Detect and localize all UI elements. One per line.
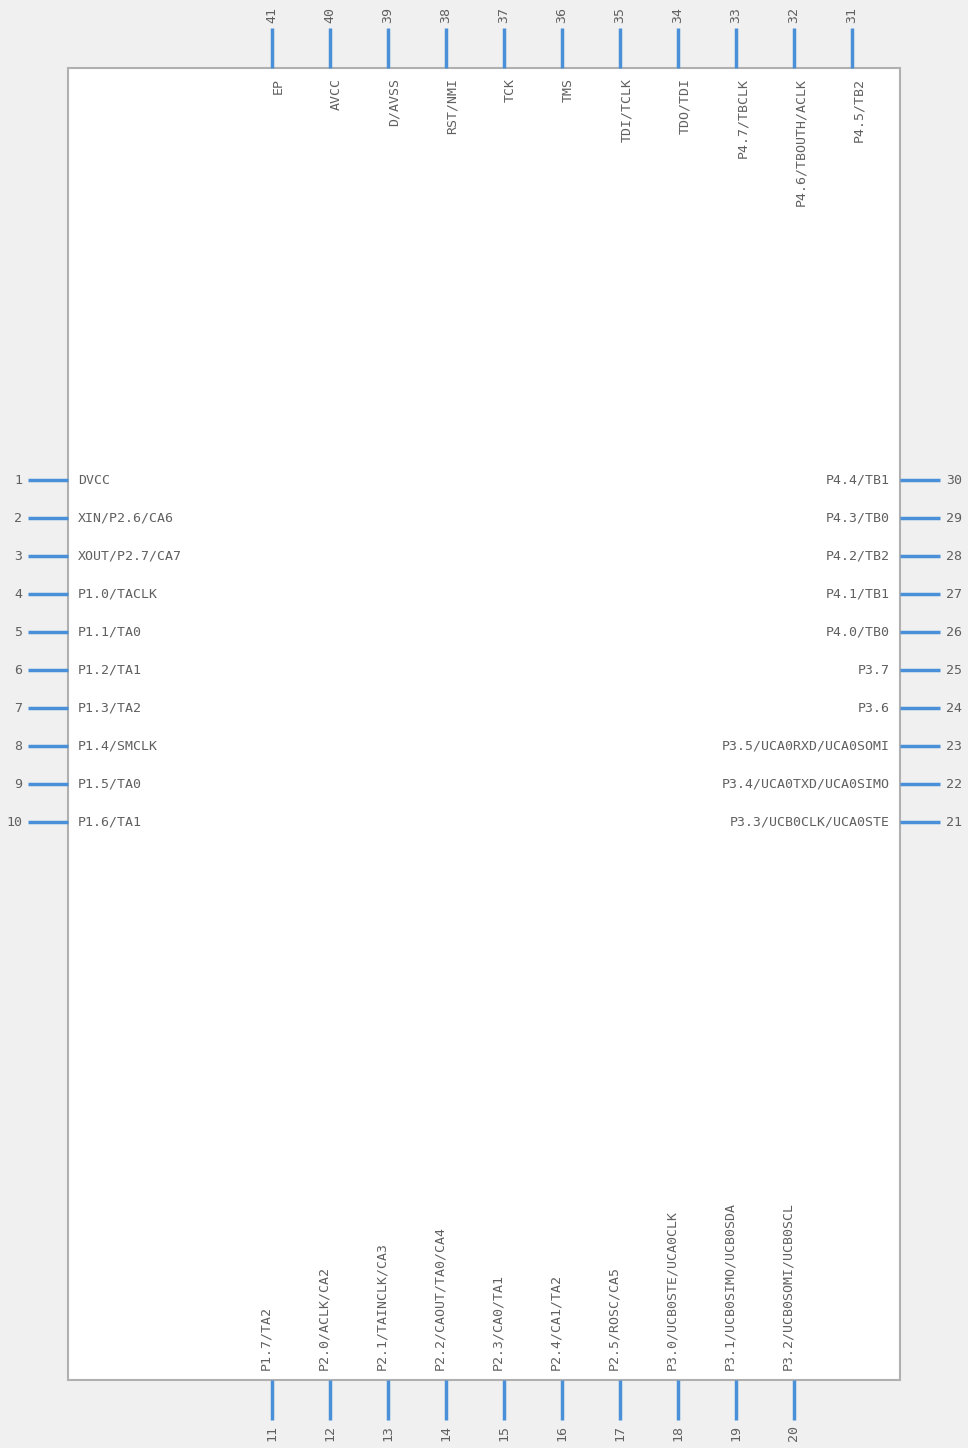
Text: P4.7/TBCLK: P4.7/TBCLK <box>736 78 749 158</box>
Text: 8: 8 <box>14 740 22 753</box>
Text: 35: 35 <box>614 7 626 23</box>
Text: 20: 20 <box>788 1425 801 1441</box>
Text: P3.0/UCB0STE/UCA0CLK: P3.0/UCB0STE/UCA0CLK <box>665 1211 678 1370</box>
Text: 22: 22 <box>946 778 962 791</box>
Text: 15: 15 <box>498 1425 510 1441</box>
Text: 5: 5 <box>14 626 22 639</box>
Text: 2: 2 <box>14 511 22 524</box>
Text: 14: 14 <box>439 1425 452 1441</box>
Text: P3.2/UCB0SOMI/UCB0SCL: P3.2/UCB0SOMI/UCB0SCL <box>781 1202 794 1370</box>
Text: 37: 37 <box>498 7 510 23</box>
Text: P1.0/TACLK: P1.0/TACLK <box>78 588 158 601</box>
Text: 17: 17 <box>614 1425 626 1441</box>
Text: P1.7/TA2: P1.7/TA2 <box>259 1306 272 1370</box>
Text: P4.2/TB2: P4.2/TB2 <box>826 549 890 562</box>
Bar <box>68 68 900 1380</box>
Text: P4.4/TB1: P4.4/TB1 <box>826 473 890 487</box>
Text: P3.3/UCB0CLK/UCA0STE: P3.3/UCB0CLK/UCA0STE <box>730 815 890 828</box>
Text: XIN/P2.6/CA6: XIN/P2.6/CA6 <box>78 511 174 524</box>
Text: P1.3/TA2: P1.3/TA2 <box>78 701 142 714</box>
Text: TCK: TCK <box>504 78 517 101</box>
Text: 9: 9 <box>14 778 22 791</box>
Text: P3.4/UCA0TXD/UCA0SIMO: P3.4/UCA0TXD/UCA0SIMO <box>722 778 890 791</box>
Text: RST/NMI: RST/NMI <box>446 78 459 135</box>
Text: 21: 21 <box>946 815 962 828</box>
Text: P1.1/TA0: P1.1/TA0 <box>78 626 142 639</box>
Text: 13: 13 <box>381 1425 395 1441</box>
Text: 31: 31 <box>845 7 859 23</box>
Text: 39: 39 <box>381 7 395 23</box>
Text: P4.0/TB0: P4.0/TB0 <box>826 626 890 639</box>
Text: 32: 32 <box>788 7 801 23</box>
Text: 41: 41 <box>265 7 279 23</box>
Text: 29: 29 <box>946 511 962 524</box>
Text: P2.4/CA1/TA2: P2.4/CA1/TA2 <box>549 1274 562 1370</box>
Text: 24: 24 <box>946 701 962 714</box>
Text: 28: 28 <box>946 549 962 562</box>
Text: 19: 19 <box>730 1425 742 1441</box>
Text: 26: 26 <box>946 626 962 639</box>
Text: D/AVSS: D/AVSS <box>388 78 401 126</box>
Text: P1.4/SMCLK: P1.4/SMCLK <box>78 740 158 753</box>
Text: 6: 6 <box>14 663 22 676</box>
Text: 23: 23 <box>946 740 962 753</box>
Text: P4.5/TB2: P4.5/TB2 <box>852 78 865 142</box>
Text: P4.1/TB1: P4.1/TB1 <box>826 588 890 601</box>
Text: 3: 3 <box>14 549 22 562</box>
Text: P4.6/TBOUTH/ACLK: P4.6/TBOUTH/ACLK <box>794 78 807 206</box>
Text: 25: 25 <box>946 663 962 676</box>
Text: 16: 16 <box>556 1425 568 1441</box>
Text: P1.5/TA0: P1.5/TA0 <box>78 778 142 791</box>
Text: P2.1/TAINCLK/CA3: P2.1/TAINCLK/CA3 <box>375 1242 388 1370</box>
Text: 18: 18 <box>672 1425 684 1441</box>
Text: P3.5/UCA0RXD/UCA0SOMI: P3.5/UCA0RXD/UCA0SOMI <box>722 740 890 753</box>
Text: P1.6/TA1: P1.6/TA1 <box>78 815 142 828</box>
Text: P2.0/ACLK/CA2: P2.0/ACLK/CA2 <box>317 1266 330 1370</box>
Text: TDO/TDI: TDO/TDI <box>678 78 691 135</box>
Text: 30: 30 <box>946 473 962 487</box>
Text: EP: EP <box>272 78 285 94</box>
Text: 38: 38 <box>439 7 452 23</box>
Text: 33: 33 <box>730 7 742 23</box>
Text: 10: 10 <box>6 815 22 828</box>
Text: P2.5/ROSC/CA5: P2.5/ROSC/CA5 <box>607 1266 620 1370</box>
Text: P1.2/TA1: P1.2/TA1 <box>78 663 142 676</box>
Text: P3.6: P3.6 <box>858 701 890 714</box>
Text: 34: 34 <box>672 7 684 23</box>
Text: 4: 4 <box>14 588 22 601</box>
Text: 7: 7 <box>14 701 22 714</box>
Text: P2.2/CAOUT/TA0/CA4: P2.2/CAOUT/TA0/CA4 <box>433 1226 446 1370</box>
Text: DVCC: DVCC <box>78 473 110 487</box>
Text: P3.1/UCB0SIMO/UCB0SDA: P3.1/UCB0SIMO/UCB0SDA <box>723 1202 736 1370</box>
Text: 36: 36 <box>556 7 568 23</box>
Text: TMS: TMS <box>562 78 575 101</box>
Text: 1: 1 <box>14 473 22 487</box>
Text: P3.7: P3.7 <box>858 663 890 676</box>
Text: 11: 11 <box>265 1425 279 1441</box>
Text: XOUT/P2.7/CA7: XOUT/P2.7/CA7 <box>78 549 182 562</box>
Text: TDI/TCLK: TDI/TCLK <box>620 78 633 142</box>
Text: P2.3/CA0/TA1: P2.3/CA0/TA1 <box>491 1274 504 1370</box>
Text: 40: 40 <box>323 7 337 23</box>
Text: AVCC: AVCC <box>330 78 343 110</box>
Text: 12: 12 <box>323 1425 337 1441</box>
Text: 27: 27 <box>946 588 962 601</box>
Text: P4.3/TB0: P4.3/TB0 <box>826 511 890 524</box>
